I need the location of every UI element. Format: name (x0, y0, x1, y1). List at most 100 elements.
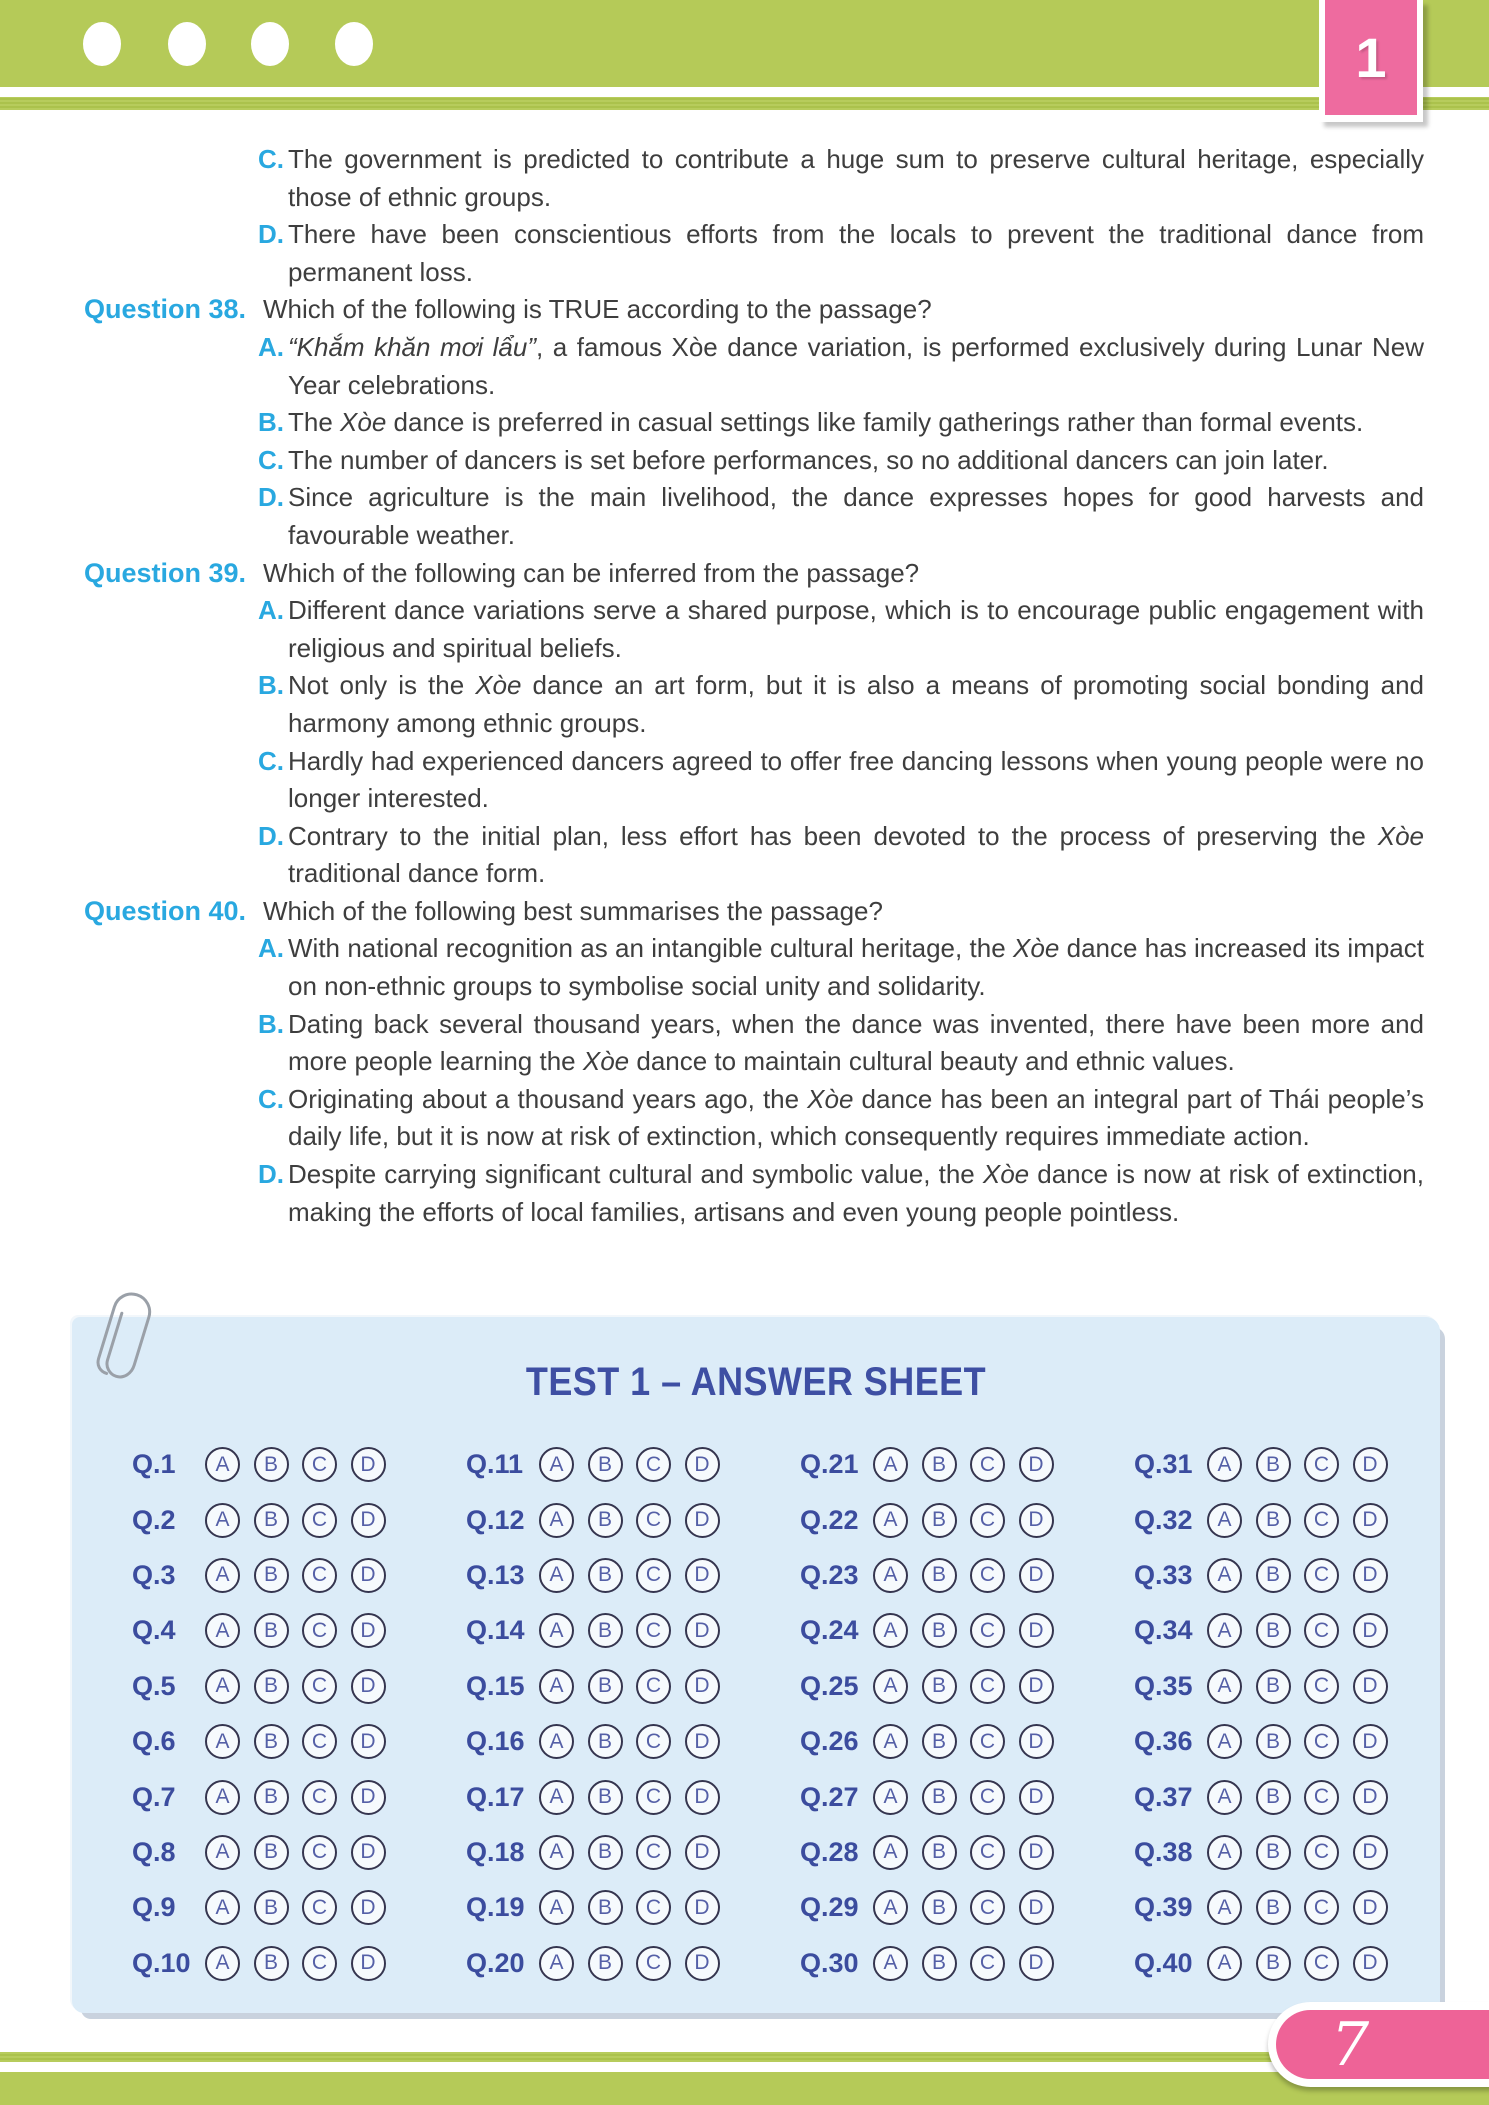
answer-bubble-d[interactable]: D (350, 1668, 386, 1704)
answer-bubble-a[interactable]: A (1207, 1834, 1242, 1870)
answer-bubble-a[interactable]: A (873, 1724, 908, 1760)
answer-bubble-c[interactable]: C (636, 1890, 671, 1926)
answer-bubble-d[interactable]: D (1352, 1668, 1388, 1704)
answer-bubble-a[interactable]: A (205, 1724, 240, 1760)
answer-bubble-b[interactable]: B (1255, 1447, 1291, 1483)
answer-bubble-a[interactable]: A (873, 1447, 908, 1483)
answer-bubble-d[interactable]: D (1352, 1557, 1388, 1593)
answer-bubble-b[interactable]: B (921, 1890, 957, 1926)
answer-bubble-a[interactable]: A (539, 1724, 574, 1760)
answer-bubble-b[interactable]: B (1255, 1945, 1291, 1981)
answer-bubble-a[interactable]: A (873, 1613, 908, 1649)
answer-bubble-d[interactable]: D (684, 1557, 720, 1593)
answer-bubble-a[interactable]: A (205, 1668, 240, 1704)
answer-bubble-a[interactable]: A (1207, 1890, 1242, 1926)
answer-bubble-d[interactable]: D (1018, 1779, 1054, 1815)
answer-bubble-d[interactable]: D (1352, 1613, 1388, 1649)
answer-bubble-a[interactable]: A (873, 1668, 908, 1704)
answer-bubble-b[interactable]: B (253, 1779, 289, 1815)
answer-bubble-b[interactable]: B (253, 1557, 289, 1593)
answer-bubble-b[interactable]: B (587, 1447, 623, 1483)
answer-bubble-c[interactable]: C (302, 1890, 337, 1926)
answer-bubble-c[interactable]: C (302, 1834, 337, 1870)
answer-bubble-c[interactable]: C (302, 1945, 337, 1981)
answer-bubble-c[interactable]: C (302, 1502, 337, 1538)
answer-bubble-b[interactable]: B (921, 1502, 957, 1538)
answer-bubble-b[interactable]: B (587, 1834, 623, 1870)
answer-bubble-b[interactable]: B (253, 1834, 289, 1870)
answer-bubble-a[interactable]: A (205, 1447, 240, 1483)
answer-bubble-a[interactable]: A (1207, 1668, 1242, 1704)
answer-bubble-b[interactable]: B (1255, 1502, 1291, 1538)
answer-bubble-c[interactable]: C (1304, 1890, 1339, 1926)
answer-bubble-a[interactable]: A (873, 1557, 908, 1593)
answer-bubble-b[interactable]: B (253, 1724, 289, 1760)
answer-bubble-c[interactable]: C (636, 1668, 671, 1704)
answer-bubble-d[interactable]: D (684, 1834, 720, 1870)
answer-bubble-d[interactable]: D (684, 1945, 720, 1981)
answer-bubble-b[interactable]: B (253, 1447, 289, 1483)
answer-bubble-c[interactable]: C (636, 1447, 671, 1483)
answer-bubble-c[interactable]: C (636, 1502, 671, 1538)
answer-bubble-c[interactable]: C (1304, 1668, 1339, 1704)
answer-bubble-a[interactable]: A (1207, 1724, 1242, 1760)
answer-bubble-c[interactable]: C (1304, 1724, 1339, 1760)
answer-bubble-d[interactable]: D (350, 1557, 386, 1593)
answer-bubble-d[interactable]: D (1352, 1834, 1388, 1870)
answer-bubble-a[interactable]: A (205, 1502, 240, 1538)
answer-bubble-b[interactable]: B (253, 1945, 289, 1981)
answer-bubble-a[interactable]: A (873, 1779, 908, 1815)
answer-bubble-a[interactable]: A (539, 1945, 574, 1981)
answer-bubble-c[interactable]: C (636, 1557, 671, 1593)
answer-bubble-d[interactable]: D (684, 1890, 720, 1926)
answer-bubble-a[interactable]: A (539, 1557, 574, 1593)
answer-bubble-d[interactable]: D (350, 1834, 386, 1870)
answer-bubble-a[interactable]: A (873, 1945, 908, 1981)
answer-bubble-a[interactable]: A (1207, 1557, 1242, 1593)
answer-bubble-b[interactable]: B (1255, 1724, 1291, 1760)
answer-bubble-b[interactable]: B (921, 1557, 957, 1593)
answer-bubble-a[interactable]: A (873, 1502, 908, 1538)
answer-bubble-c[interactable]: C (302, 1447, 337, 1483)
answer-bubble-d[interactable]: D (1018, 1834, 1054, 1870)
answer-bubble-b[interactable]: B (587, 1724, 623, 1760)
answer-bubble-c[interactable]: C (970, 1502, 1005, 1538)
answer-bubble-c[interactable]: C (970, 1557, 1005, 1593)
answer-bubble-a[interactable]: A (205, 1834, 240, 1870)
answer-bubble-b[interactable]: B (587, 1502, 623, 1538)
answer-bubble-d[interactable]: D (684, 1502, 720, 1538)
answer-bubble-d[interactable]: D (1018, 1502, 1054, 1538)
answer-bubble-a[interactable]: A (539, 1613, 574, 1649)
answer-bubble-d[interactable]: D (1352, 1945, 1388, 1981)
answer-bubble-c[interactable]: C (302, 1668, 337, 1704)
answer-bubble-c[interactable]: C (636, 1779, 671, 1815)
answer-bubble-b[interactable]: B (921, 1779, 957, 1815)
answer-bubble-a[interactable]: A (205, 1945, 240, 1981)
answer-bubble-c[interactable]: C (970, 1613, 1005, 1649)
answer-bubble-d[interactable]: D (684, 1447, 720, 1483)
answer-bubble-a[interactable]: A (873, 1890, 908, 1926)
answer-bubble-a[interactable]: A (539, 1834, 574, 1870)
answer-bubble-a[interactable]: A (539, 1447, 574, 1483)
answer-bubble-c[interactable]: C (1304, 1834, 1339, 1870)
answer-bubble-a[interactable]: A (539, 1668, 574, 1704)
answer-bubble-b[interactable]: B (921, 1945, 957, 1981)
answer-bubble-b[interactable]: B (921, 1613, 957, 1649)
answer-bubble-d[interactable]: D (350, 1447, 386, 1483)
answer-bubble-d[interactable]: D (1018, 1557, 1054, 1593)
answer-bubble-b[interactable]: B (1255, 1834, 1291, 1870)
answer-bubble-d[interactable]: D (684, 1779, 720, 1815)
answer-bubble-d[interactable]: D (1352, 1447, 1388, 1483)
answer-bubble-c[interactable]: C (970, 1890, 1005, 1926)
answer-bubble-b[interactable]: B (253, 1613, 289, 1649)
answer-bubble-a[interactable]: A (205, 1890, 240, 1926)
answer-bubble-d[interactable]: D (350, 1613, 386, 1649)
answer-bubble-d[interactable]: D (350, 1779, 386, 1815)
answer-bubble-d[interactable]: D (1352, 1890, 1388, 1926)
answer-bubble-d[interactable]: D (1018, 1613, 1054, 1649)
answer-bubble-b[interactable]: B (253, 1502, 289, 1538)
answer-bubble-b[interactable]: B (587, 1557, 623, 1593)
answer-bubble-b[interactable]: B (921, 1834, 957, 1870)
answer-bubble-c[interactable]: C (970, 1724, 1005, 1760)
answer-bubble-c[interactable]: C (636, 1724, 671, 1760)
